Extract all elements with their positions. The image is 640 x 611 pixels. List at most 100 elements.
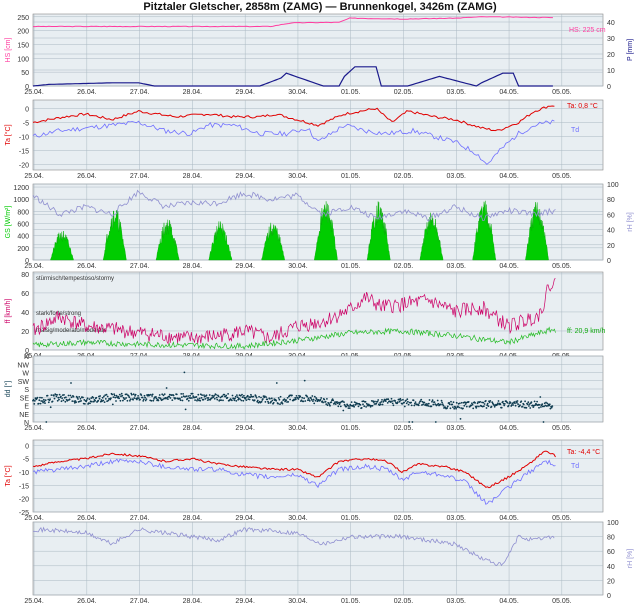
dd-point bbox=[402, 398, 404, 401]
dd-point bbox=[364, 400, 367, 403]
dd-point bbox=[442, 404, 445, 407]
dd-point bbox=[134, 393, 137, 396]
dd-point bbox=[516, 401, 518, 404]
panel-4-x-tick: 02.05. bbox=[394, 425, 414, 432]
dd-point bbox=[527, 401, 530, 404]
panel-3-y-tick: 80 bbox=[21, 272, 29, 279]
dd-point bbox=[56, 399, 59, 402]
dd-point bbox=[352, 404, 355, 406]
dd-point bbox=[158, 394, 161, 396]
dd-point bbox=[275, 399, 278, 402]
panel-1-y-tick: -5 bbox=[23, 120, 29, 127]
dd-point bbox=[67, 394, 70, 397]
dd-point bbox=[41, 396, 43, 399]
dd-point bbox=[50, 394, 53, 396]
dd-point bbox=[252, 395, 255, 398]
dd-point bbox=[313, 395, 316, 398]
dd-point bbox=[137, 397, 140, 399]
dd-point bbox=[434, 403, 437, 406]
dd-point bbox=[548, 403, 551, 406]
dd-point bbox=[38, 399, 41, 402]
dd-point bbox=[436, 403, 438, 406]
dd-point bbox=[115, 400, 117, 402]
dd-point bbox=[441, 403, 444, 406]
dd-point bbox=[476, 405, 478, 408]
dd-point bbox=[167, 398, 169, 400]
dd-point bbox=[77, 398, 79, 400]
dd-point bbox=[278, 398, 281, 401]
dd-point bbox=[133, 397, 136, 399]
dd-point bbox=[530, 401, 533, 404]
panel-6-x-tick: 01.05. bbox=[341, 598, 361, 605]
dd-point bbox=[342, 409, 345, 412]
dd-point bbox=[522, 403, 525, 406]
dd-point bbox=[107, 399, 110, 402]
precip-line bbox=[32, 66, 553, 87]
dd-point bbox=[405, 399, 407, 402]
dd-point bbox=[139, 398, 141, 401]
td-annotation-2: Td bbox=[571, 463, 579, 470]
dd-point bbox=[462, 407, 464, 410]
dd-point bbox=[420, 398, 423, 401]
panel-1-x-tick: 27.04. bbox=[130, 173, 150, 180]
dd-point bbox=[235, 400, 238, 402]
dd-point bbox=[289, 398, 291, 401]
dd-point bbox=[246, 394, 249, 397]
dd-point bbox=[137, 395, 140, 397]
dd-point bbox=[216, 398, 219, 401]
dd-point bbox=[49, 406, 52, 409]
dd-point bbox=[104, 398, 107, 400]
dd-point bbox=[506, 401, 509, 404]
dd-point bbox=[95, 396, 98, 399]
panel-6-y-tick-right: 0 bbox=[607, 593, 611, 600]
dd-point bbox=[175, 393, 178, 396]
dd-point bbox=[189, 397, 192, 399]
dd-point bbox=[489, 400, 492, 402]
panel-2-y-tick: 1000 bbox=[13, 197, 29, 204]
dd-point bbox=[153, 398, 155, 400]
dd-point bbox=[532, 406, 535, 408]
dd-point bbox=[407, 400, 409, 403]
panel-2-ylabel-right: rH [%] bbox=[627, 212, 634, 232]
dd-point bbox=[84, 403, 86, 405]
panel-6-x-tick: 02.05. bbox=[394, 598, 414, 605]
dd-point bbox=[123, 398, 126, 400]
dd-point bbox=[168, 395, 171, 398]
dd-point bbox=[326, 398, 328, 400]
dd-point bbox=[204, 398, 207, 400]
panel-6-x-tick: 04.05. bbox=[499, 598, 519, 605]
dd-point bbox=[283, 398, 286, 400]
panel-0-x-tick: 27.04. bbox=[130, 89, 150, 96]
panel-0-y-tick-right: 40 bbox=[607, 20, 615, 27]
dd-point bbox=[483, 405, 485, 408]
panel-4-x-tick: 01.05. bbox=[341, 425, 361, 432]
dd-point bbox=[55, 395, 58, 398]
dd-point bbox=[42, 401, 44, 404]
dd-point bbox=[500, 406, 503, 409]
dd-point bbox=[334, 403, 337, 405]
dd-point bbox=[114, 396, 117, 399]
dd-point bbox=[493, 405, 496, 408]
dd-point bbox=[499, 403, 502, 406]
dd-point bbox=[452, 401, 455, 404]
panel-3-y-tick: 40 bbox=[21, 310, 29, 317]
panel-2-y-tick-right: 20 bbox=[607, 243, 615, 250]
dd-point bbox=[151, 393, 154, 396]
dd-point bbox=[377, 399, 380, 401]
dd-point bbox=[187, 395, 190, 397]
dd-point bbox=[144, 399, 147, 402]
dd-point bbox=[332, 399, 335, 402]
panel-2-y-tick-right: 80 bbox=[607, 197, 615, 204]
dd-point bbox=[510, 404, 513, 406]
panel-0-x-tick: 25.04. bbox=[24, 89, 44, 96]
dd-point bbox=[479, 400, 481, 403]
dd-point bbox=[269, 397, 271, 400]
dd-point bbox=[99, 395, 101, 397]
panel-3-y-tick: 0 bbox=[25, 348, 29, 355]
gs-day-5 bbox=[314, 201, 338, 261]
dd-point bbox=[514, 402, 516, 404]
dd-point bbox=[526, 403, 529, 406]
dd-point bbox=[82, 396, 84, 399]
dd-point bbox=[528, 405, 530, 407]
